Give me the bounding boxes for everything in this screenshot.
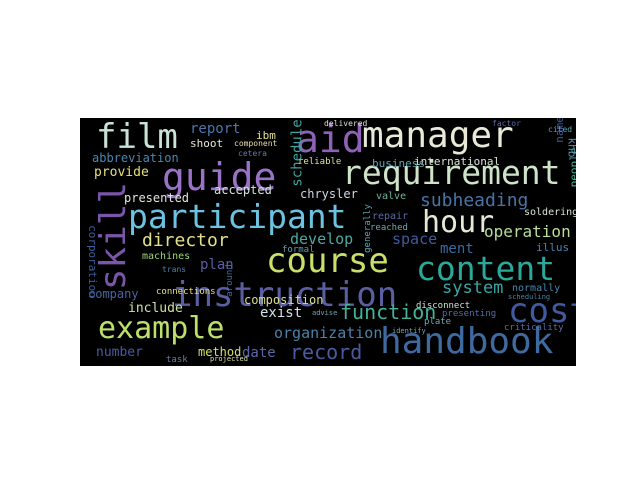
word-operation: operation xyxy=(484,222,571,241)
word-cited: cited xyxy=(548,125,573,134)
word-include: include xyxy=(128,301,183,316)
word-factor: factor xyxy=(492,119,521,128)
word-schedule: schedule xyxy=(289,119,306,187)
word-reached: reached xyxy=(370,223,408,233)
word-presenting: presenting xyxy=(442,309,497,319)
word-identify: identify xyxy=(392,327,426,335)
word-delivered: delivered xyxy=(324,119,368,128)
word-illus: illus xyxy=(536,241,570,254)
word-khb: khb xyxy=(565,137,576,158)
word-report: report xyxy=(190,121,241,137)
word-instruction: instruction xyxy=(172,275,398,315)
word-projected: projected xyxy=(210,355,248,363)
word-cloud: instruction handbook participant require… xyxy=(80,118,576,366)
word-component: component xyxy=(234,139,278,148)
word-advise: advise xyxy=(312,309,338,317)
word-hour: hour xyxy=(422,205,495,240)
word-plan: plan xyxy=(200,257,234,273)
word-manager: manager xyxy=(362,118,514,156)
word-abbreviation: abbreviation xyxy=(92,151,179,165)
word-presented: presented xyxy=(124,191,190,205)
word-scheduling: scheduling xyxy=(508,293,551,301)
word-film: film xyxy=(96,118,178,157)
word-number: number xyxy=(96,345,143,360)
word-plate: plate xyxy=(424,317,452,327)
word-reliable: reliable xyxy=(298,157,342,167)
word-criticality: criticality xyxy=(504,323,564,333)
word-company: company xyxy=(88,287,139,301)
word-space: space xyxy=(392,230,438,248)
word-disconnect: disconnect xyxy=(416,301,471,311)
word-machines: machines xyxy=(142,251,191,262)
word-cetera: cetera xyxy=(238,149,267,158)
word-formal: formal xyxy=(282,245,315,255)
word-connections: connections xyxy=(156,287,216,297)
word-ibm: ibm xyxy=(256,129,276,142)
word-guide: guide xyxy=(162,155,277,199)
word-valve: valve xyxy=(376,191,407,202)
word-function: function xyxy=(340,300,437,324)
word-date: date xyxy=(242,345,276,361)
word-aid: aid xyxy=(296,118,365,161)
word-corporation: corporation xyxy=(85,225,99,298)
word-system: system xyxy=(442,278,504,298)
word-example: example xyxy=(98,311,225,346)
word-method: method xyxy=(198,345,242,359)
word-subheading: subheading xyxy=(420,190,529,211)
word-ment: ment xyxy=(440,241,474,257)
word-trans: trans xyxy=(162,265,187,274)
word-composition: composition xyxy=(244,293,324,307)
word-international: international xyxy=(414,155,501,168)
word-business: business xyxy=(372,157,425,170)
word-record: record xyxy=(290,340,363,364)
word-exist: exist xyxy=(260,305,303,321)
word-content: content xyxy=(416,249,556,288)
word-handbook: handbook xyxy=(380,321,554,362)
word-provide: provide xyxy=(94,165,149,180)
word-course: course xyxy=(266,241,389,281)
word-soldering: soldering xyxy=(524,207,576,218)
word-repair: repair xyxy=(372,211,409,222)
word-organization: organization xyxy=(274,324,383,342)
word-chrysler: chrysler xyxy=(300,187,358,201)
word-director: director xyxy=(142,230,229,251)
word-normally: normally xyxy=(512,283,561,294)
word-cost: cost xyxy=(508,291,576,331)
word-accepted: accepted xyxy=(214,183,272,197)
word-task: task xyxy=(166,355,188,365)
word-generally: generally xyxy=(362,204,373,253)
word-participant: participant xyxy=(128,197,347,236)
word-develop: develop xyxy=(290,230,354,248)
word-requirement: requirement xyxy=(342,153,561,192)
word-shoot: shoot xyxy=(190,137,224,150)
word-around: around xyxy=(224,264,235,297)
